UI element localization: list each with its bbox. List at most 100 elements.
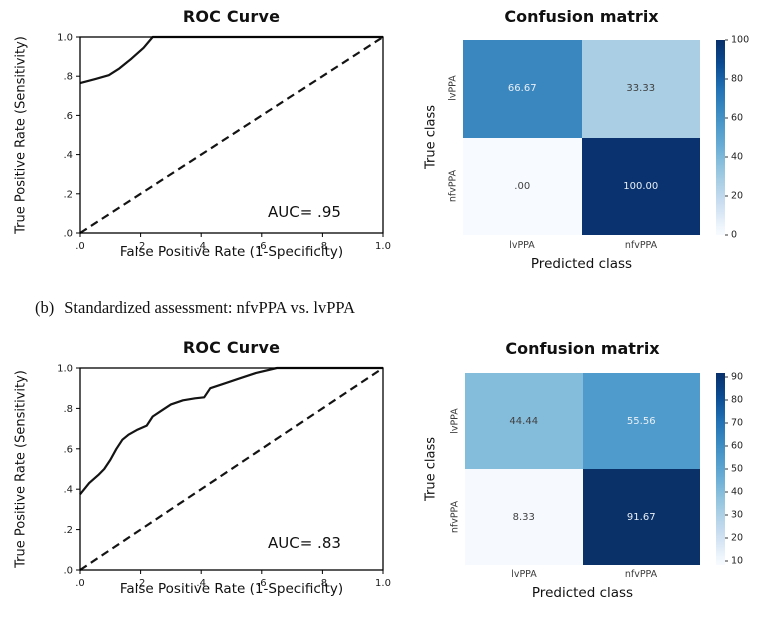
y-tick-label: .6 xyxy=(63,444,73,455)
x-tick-label: 1.0 xyxy=(375,241,391,252)
colorbar-tick-mark xyxy=(725,156,728,158)
colorbar-tick: 20 xyxy=(725,191,743,202)
cell-value: 100.00 xyxy=(623,180,659,192)
colorbar-tick-mark xyxy=(725,39,728,41)
y-tick-label: .0 xyxy=(63,229,73,240)
colorbar-tick-mark xyxy=(725,376,728,378)
axis-box xyxy=(79,367,384,571)
colorbar-tick: 60 xyxy=(725,113,743,124)
true-class-label: True class xyxy=(423,436,439,502)
confusion-matrix-title: Confusion matrix xyxy=(504,7,659,26)
colorbar-tick: 0 xyxy=(725,230,737,241)
roc-plot-area: .0 .2 .4 .6 .8 1.0 .0 .2 .4 .6 .8 1.0 xyxy=(57,33,391,253)
cell-value: 8.33 xyxy=(512,511,535,523)
matrix-cell: 91.67 xyxy=(582,469,700,565)
matrix-cell: 66.67 xyxy=(463,40,582,138)
colorbar-tick: 100 xyxy=(725,35,749,46)
x-tick-label: .8 xyxy=(318,241,328,252)
colorbar-tick: 50 xyxy=(725,464,743,475)
caption-index: (b) xyxy=(35,298,55,317)
col-label-nfvppa: nfvPPA xyxy=(624,569,658,580)
confusion-matrix-panel-top: Confusion matrix True class lvPPA nfvPPA… xyxy=(398,0,781,300)
col-label-lvppa: lvPPA xyxy=(509,240,535,251)
y-tick-label: .8 xyxy=(63,72,73,83)
colorbar-tick: 40 xyxy=(725,487,743,498)
x-tick-label: .8 xyxy=(318,578,328,589)
col-label-lvppa: lvPPA xyxy=(511,569,537,580)
matrix-cell: 55.56 xyxy=(582,373,700,469)
x-tick-label: .4 xyxy=(196,241,206,252)
cell-value: 55.56 xyxy=(626,415,656,427)
predicted-class-label: Predicted class xyxy=(531,585,634,601)
colorbar-tick-label: 0 xyxy=(731,229,738,241)
y-tick-label: .4 xyxy=(63,485,73,496)
y-tick-label: .4 xyxy=(63,150,73,161)
x-axis-label: False Positive Rate (1-Specificity) xyxy=(119,581,344,597)
colorbar-tick: 80 xyxy=(725,74,743,85)
colorbar-tick-mark xyxy=(725,491,728,493)
colorbar-gradient xyxy=(716,373,725,565)
colorbar-tick: 60 xyxy=(725,441,743,452)
y-tick-label: .2 xyxy=(63,189,73,200)
roc-title: ROC Curve xyxy=(182,7,281,26)
chance-diagonal-line xyxy=(79,36,384,234)
colorbar-tick-label: 20 xyxy=(731,532,744,544)
confusion-matrix-grid: 44.44 55.56 8.33 91.67 xyxy=(465,373,700,565)
x-tick-label: .2 xyxy=(136,578,146,589)
colorbar-tick-label: 90 xyxy=(731,371,744,383)
colorbar-tick-label: 70 xyxy=(731,417,744,429)
colorbar-tick-label: 40 xyxy=(731,486,744,498)
colorbar-tick: 20 xyxy=(725,533,743,544)
colorbar: 10 20 30 40 50 60 70 80 90 xyxy=(716,371,743,567)
matrix-cell: 100.00 xyxy=(581,137,700,235)
colorbar-tick-label: 10 xyxy=(731,555,744,567)
roc-panel-top: ROC Curve True Positive Rate (Sensitivit… xyxy=(0,0,395,300)
confusion-matrix-title: Confusion matrix xyxy=(505,339,660,358)
row-label-lvppa: lvPPA xyxy=(447,75,459,101)
colorbar-tick-label: 60 xyxy=(731,440,744,452)
colorbar-tick-mark xyxy=(725,234,728,236)
x-tick-label: 1.0 xyxy=(375,578,391,589)
colorbar-tick: 90 xyxy=(725,371,743,382)
matrix-cell: 44.44 xyxy=(465,373,583,469)
roc-curve-line xyxy=(79,366,383,495)
colorbar-tick-mark xyxy=(725,78,728,80)
colorbar-tick-label: 80 xyxy=(731,394,744,406)
row-label-lvppa: lvPPA xyxy=(449,408,461,434)
roc-title: ROC Curve xyxy=(182,338,281,357)
colorbar-gradient xyxy=(716,40,725,235)
matrix-cell: 33.33 xyxy=(581,40,700,138)
x-tick-label: .6 xyxy=(257,578,267,589)
x-axis-label: False Positive Rate (1-Specificity) xyxy=(119,244,344,260)
subfigure-caption: (b) Standardized assessment: nfvPPA vs. l… xyxy=(35,298,355,318)
colorbar-tick-label: 40 xyxy=(731,151,744,163)
confusion-matrix-grid: 66.67 33.33 .00 100.00 xyxy=(463,40,700,235)
x-tick-label: .0 xyxy=(75,241,85,252)
colorbar-tick-label: 30 xyxy=(731,509,744,521)
colorbar-tick-label: 80 xyxy=(731,73,744,85)
colorbar-tick-mark xyxy=(725,537,728,539)
colorbar-tick-mark xyxy=(725,117,728,119)
roc-curve-line xyxy=(79,35,383,85)
chance-diagonal-line xyxy=(79,367,384,571)
predicted-class-label: Predicted class xyxy=(530,256,633,272)
colorbar-tick-mark xyxy=(725,468,728,470)
colorbar-tick: 30 xyxy=(725,510,743,521)
colorbar-tick-mark xyxy=(725,195,728,197)
colorbar-tick-label: 60 xyxy=(731,112,744,124)
y-tick-label: 1.0 xyxy=(57,364,73,375)
cell-value: 44.44 xyxy=(509,415,539,427)
cell-value: 91.67 xyxy=(626,511,656,523)
x-tick-label: .0 xyxy=(75,578,85,589)
colorbar-tick-mark xyxy=(725,399,728,401)
colorbar-tick-mark xyxy=(725,514,728,516)
caption-text: Standardized assessment: nfvPPA vs. lvPP… xyxy=(64,298,356,317)
colorbar-tick: 70 xyxy=(725,417,743,428)
x-tick-label: .2 xyxy=(136,241,146,252)
row-label-nfvppa: nfvPPA xyxy=(449,500,461,534)
matrix-cell: 8.33 xyxy=(465,469,583,565)
y-tick-label: .2 xyxy=(63,525,73,536)
y-tick-label: .8 xyxy=(63,404,73,415)
colorbar-tick-label: 50 xyxy=(731,463,744,475)
